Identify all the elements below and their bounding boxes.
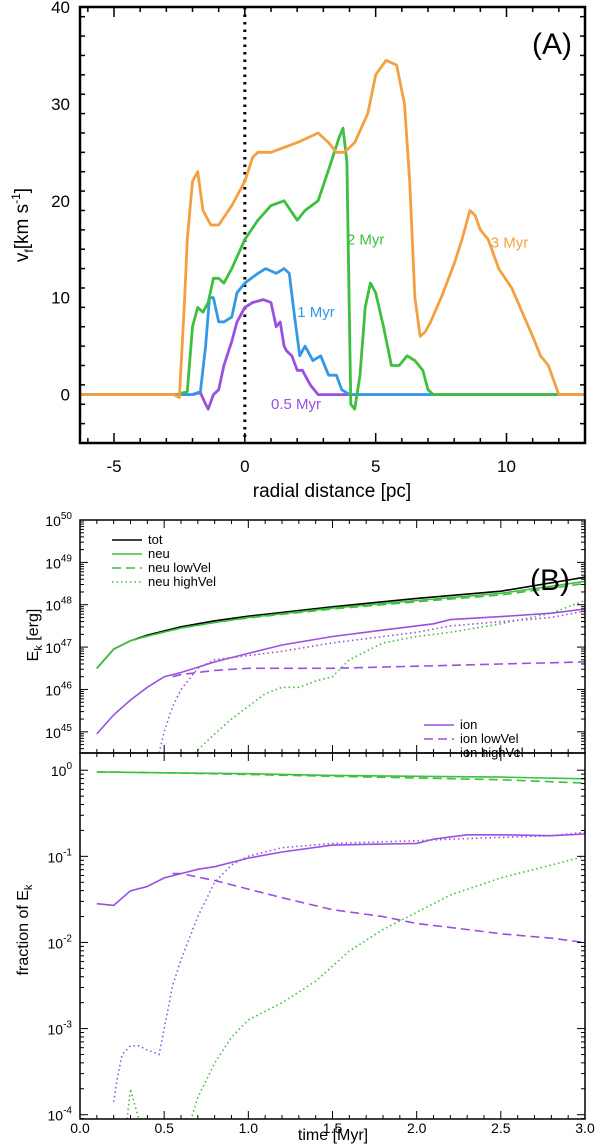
panel-b-fraction: 10-4 10-3 10-2 10-1 100 0.0 0.5 1.0 1.5 … [15, 753, 595, 1144]
panel-b-y-tick-labels: 1045 1046 1047 1048 1049 1050 [45, 511, 72, 741]
y-tick-label: 10-2 [48, 934, 73, 952]
label-2-myr: 2 Myr [347, 231, 385, 248]
fraction-x-tick-labels: 0.0 0.5 1.0 1.5 2.0 2.5 3.0 [70, 1120, 595, 1136]
ylabel-sub: f [22, 249, 36, 253]
series-line-ion [96, 608, 585, 735]
x-tick-label: 0.5 [154, 1120, 174, 1136]
fraction-line-ion [96, 833, 585, 907]
fraction-x-axis-label: time [Myr] [298, 1127, 368, 1144]
fraction-line-ion-highvel [112, 831, 585, 1102]
ylabel-unit: [km s [12, 204, 33, 249]
legend-label-neu: neu [148, 546, 170, 561]
fraction-frame [79, 752, 586, 1120]
legend-label-ion: ion [460, 717, 477, 732]
y-tick-label: 1046 [45, 681, 72, 699]
y-tick-label: 40 [51, 0, 70, 17]
ylabel-main: v [12, 252, 33, 262]
x-tick-label: 2.5 [491, 1120, 511, 1136]
panel-a-y-tick-labels: 0 10 20 30 40 [51, 0, 70, 405]
fraction-line-neu-highvel [126, 855, 585, 1119]
x-tick-label: 0 [240, 457, 249, 476]
x-tick-label: 5 [371, 457, 380, 476]
fraction-line-ion-lowvel [172, 872, 585, 944]
legend-label-ion-lowvel: ion lowVel [460, 731, 519, 746]
panel-a-label: (A) [532, 28, 572, 61]
x-tick-label: 10 [497, 457, 516, 476]
y-tick-label: 10-1 [48, 847, 73, 865]
y-tick-label: 1049 [45, 553, 72, 571]
y-tick-label: 10 [51, 289, 70, 308]
legend-label-neu-lowvel: neu lowVel [148, 560, 211, 575]
y-tick-label: 30 [51, 95, 70, 114]
x-tick-label: 1.0 [239, 1120, 259, 1136]
panel-b: 1045 1046 1047 1048 1049 1050 tot neu ne… [25, 511, 586, 760]
y-tick-label: 1050 [45, 511, 72, 529]
ylabel-exp: -1 [9, 193, 23, 204]
series-line-ion-lowvel [172, 661, 585, 678]
y-tick-label: 10-4 [48, 1106, 73, 1124]
ylabel-close: ] [12, 188, 33, 193]
series-line-0.5-myr [80, 298, 585, 411]
x-tick-label: 2.0 [407, 1120, 427, 1136]
panel-a-curve-labels: 0.5 Myr 1 Myr 2 Myr 3 Myr [271, 231, 528, 413]
label-1-myr: 1 Myr [297, 304, 335, 321]
panel-a-y-axis-label: vf[km s-1] [9, 188, 36, 262]
x-tick-label: 0.0 [70, 1120, 90, 1136]
x-tick-label: 3.0 [575, 1120, 595, 1136]
y-tick-label: 0 [61, 386, 70, 405]
panel-b-series [96, 576, 585, 753]
legend-label-neu-highvel: neu highVel [148, 574, 216, 589]
fraction-line-neu [96, 771, 585, 780]
series-line-3-myr [80, 58, 585, 399]
panel-b-label: (B) [530, 564, 570, 597]
series-line-1-myr [80, 267, 585, 396]
series-line-2-myr [80, 126, 585, 411]
series-line-neu-highvel [193, 599, 585, 753]
label-3-myr: 3 Myr [491, 234, 529, 251]
y-tick-label: 1048 [45, 596, 72, 614]
fraction-y-axis-label: fraction of Ek [15, 884, 35, 975]
x-tick-label: -5 [106, 457, 121, 476]
panel-a-frame [78, 5, 587, 445]
panel-a-x-axis-label: radial distance [pc] [253, 481, 411, 502]
legend-label-tot: tot [148, 532, 163, 547]
y-tick-label: 1045 [45, 723, 72, 741]
label-0.5-myr: 0.5 Myr [271, 396, 321, 413]
series-line-neu-lowvel [96, 582, 585, 669]
panel-a-x-tick-labels: -5 0 5 10 [106, 457, 516, 476]
y-tick-label: 100 [51, 761, 73, 779]
y-tick-label: 10-3 [48, 1020, 73, 1038]
y-tick-label: 20 [51, 192, 70, 211]
fraction-y-tick-labels: 10-4 10-3 10-2 10-1 100 [48, 761, 73, 1123]
panel-a: 0.5 Myr 1 Myr 2 Myr 3 Myr -5 0 5 10 0 10… [9, 0, 587, 502]
series-line-ion-highvel [158, 610, 585, 753]
panel-b-y-axis-label: Ek [erg] [25, 609, 45, 662]
y-tick-label: 1047 [45, 638, 72, 656]
x-tick-label: 1.5 [323, 1120, 343, 1136]
fraction-series [96, 771, 585, 1119]
panel-b-legend: tot neu neu lowVel neu highVel ion ion l… [112, 532, 524, 760]
panel-a-series [80, 58, 585, 411]
